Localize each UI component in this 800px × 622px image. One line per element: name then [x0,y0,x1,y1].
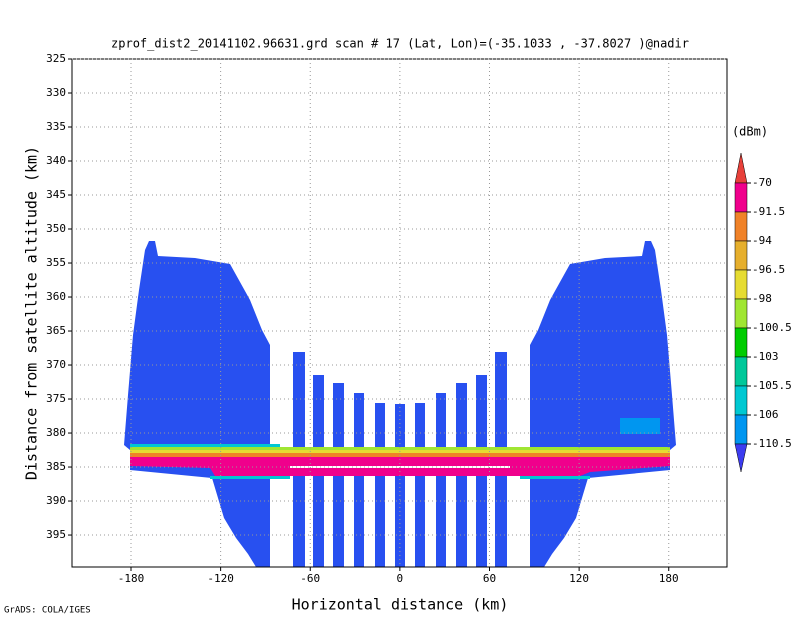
colorbar-box [734,298,748,329]
x-tick-label: 180 [659,572,679,585]
colorbar-cap [734,443,748,473]
y-tick-label: 385 [46,460,66,473]
y-tick-label: 335 [46,120,66,133]
y-tick-label: 365 [46,324,66,337]
x-tick-label: -60 [300,572,320,585]
colorbar-label: -70 [752,176,772,189]
y-tick-label: 330 [46,86,66,99]
colorbar-label: -110.5 [752,437,792,450]
y-tick-label: 395 [46,528,66,541]
y-tick-label: 350 [46,222,66,235]
colorbar-label: -103 [752,350,779,363]
y-tick-label: 355 [46,256,66,269]
colorbar-box [734,269,748,300]
colorbar-unit: (dBm) [732,125,768,139]
colorbar-label: -91.5 [752,205,785,218]
colorbar-box [734,327,748,358]
x-tick-label: 0 [397,572,404,585]
y-tick-label: 375 [46,392,66,405]
colorbar-label: -94 [752,234,772,247]
x-tick-label: -180 [118,572,145,585]
chart-title: zprof_dist2_20141102.96631.grd scan # 17… [111,37,689,51]
y-tick-label: 345 [46,188,66,201]
x-tick-label: 60 [483,572,496,585]
colorbar-box [734,385,748,416]
colorbar-box [734,356,748,387]
footer: GrADS: COLA/IGES [4,606,91,616]
colorbar-box [734,211,748,242]
x-tick-label: -120 [207,572,234,585]
colorbar-label: -106 [752,408,779,421]
y-tick-label: 360 [46,290,66,303]
colorbar-box [734,414,748,445]
colorbar-box [734,182,748,213]
colorbar-label: -98 [752,292,772,305]
y-tick-label: 325 [46,52,66,65]
x-axis-label: Horizontal distance (km) [292,596,509,614]
colorbar-box [734,240,748,271]
colorbar-label: -96.5 [752,263,785,276]
y-tick-label: 380 [46,426,66,439]
x-tick-label: 120 [569,572,589,585]
y-tick-label: 340 [46,154,66,167]
y-axis-label: Distance from satellite altitude (km) [23,146,41,480]
colorbar-label: -105.5 [752,379,792,392]
y-tick-label: 390 [46,494,66,507]
colorbar-label: -100.5 [752,321,792,334]
y-tick-label: 370 [46,358,66,371]
